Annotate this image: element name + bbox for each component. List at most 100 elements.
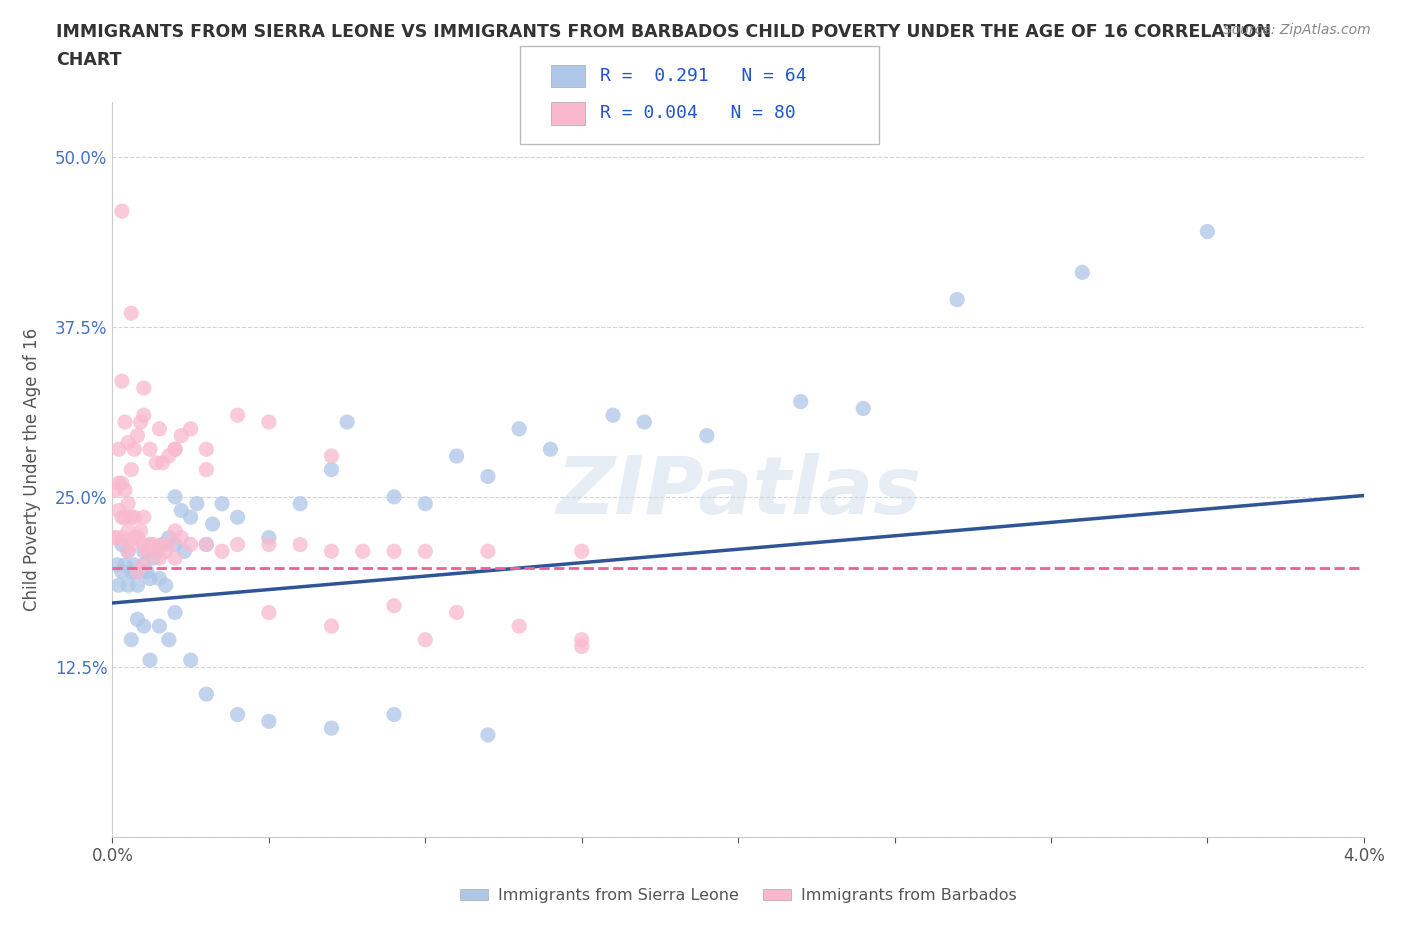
Point — [114, 483, 136, 498]
Point — [124, 557, 146, 572]
Point — [946, 292, 969, 307]
Point — [163, 537, 186, 551]
Point — [413, 497, 436, 512]
Point — [124, 565, 146, 579]
Point — [120, 510, 142, 525]
Point — [103, 530, 125, 545]
Point — [321, 462, 343, 477]
Point — [120, 632, 142, 647]
Point — [226, 407, 249, 422]
Point — [173, 544, 195, 559]
Point — [321, 448, 343, 463]
Point — [135, 565, 157, 579]
Point — [195, 462, 218, 477]
Point — [180, 653, 202, 668]
Point — [477, 544, 499, 559]
Point — [538, 442, 561, 457]
Point — [155, 578, 177, 592]
Point — [111, 510, 134, 525]
Point — [195, 442, 218, 457]
Text: IMMIGRANTS FROM SIERRA LEONE VS IMMIGRANTS FROM BARBADOS CHILD POVERTY UNDER THE: IMMIGRANTS FROM SIERRA LEONE VS IMMIGRAN… — [56, 23, 1271, 41]
Point — [195, 537, 218, 551]
Point — [163, 605, 186, 620]
Point — [257, 714, 280, 729]
Point — [852, 401, 875, 416]
Text: R =  0.291   N = 64: R = 0.291 N = 64 — [600, 67, 807, 86]
Point — [120, 565, 142, 579]
Legend: Immigrants from Sierra Leone, Immigrants from Barbados: Immigrants from Sierra Leone, Immigrants… — [453, 882, 1024, 910]
Point — [226, 510, 249, 525]
Point — [127, 578, 149, 592]
Point — [117, 524, 139, 538]
Point — [145, 544, 167, 559]
Point — [111, 565, 134, 579]
Point — [257, 605, 280, 620]
Point — [111, 530, 134, 545]
Point — [201, 517, 224, 532]
Point — [148, 421, 170, 436]
Point — [114, 557, 136, 572]
Point — [145, 456, 167, 471]
Point — [571, 639, 593, 654]
Point — [105, 557, 128, 572]
Point — [152, 537, 174, 551]
Point — [132, 537, 155, 551]
Point — [117, 544, 139, 559]
Point — [508, 618, 530, 633]
Point — [195, 686, 218, 701]
Point — [139, 442, 162, 457]
Point — [111, 476, 134, 491]
Point — [142, 551, 165, 565]
Point — [139, 571, 162, 586]
Point — [120, 537, 142, 551]
Point — [170, 428, 193, 443]
Point — [321, 721, 343, 736]
Y-axis label: Child Poverty Under the Age of 16: Child Poverty Under the Age of 16 — [22, 328, 41, 611]
Point — [257, 530, 280, 545]
Point — [290, 497, 312, 512]
Point — [226, 707, 249, 722]
Point — [446, 448, 468, 463]
Point — [132, 618, 155, 633]
Point — [446, 605, 468, 620]
Point — [139, 653, 162, 668]
Point — [105, 530, 128, 545]
Point — [163, 442, 186, 457]
Point — [139, 537, 162, 551]
Point — [211, 544, 233, 559]
Point — [571, 544, 593, 559]
Point — [602, 407, 624, 422]
Point — [571, 632, 593, 647]
Point — [257, 415, 280, 430]
Point — [180, 537, 202, 551]
Point — [104, 483, 127, 498]
Point — [120, 306, 142, 321]
Point — [382, 598, 405, 613]
Point — [107, 476, 129, 491]
Point — [321, 544, 343, 559]
Text: R = 0.004   N = 80: R = 0.004 N = 80 — [600, 104, 796, 123]
Point — [132, 510, 155, 525]
Point — [696, 428, 718, 443]
Text: Source: ZipAtlas.com: Source: ZipAtlas.com — [1223, 23, 1371, 37]
Point — [142, 537, 165, 551]
Point — [124, 510, 146, 525]
Point — [170, 530, 193, 545]
Point — [382, 489, 405, 504]
Point — [163, 442, 186, 457]
Point — [127, 565, 149, 579]
Point — [477, 727, 499, 742]
Point — [148, 551, 170, 565]
Point — [257, 537, 280, 551]
Point — [170, 503, 193, 518]
Point — [117, 435, 139, 450]
Point — [633, 415, 655, 430]
Text: ZIPatlas: ZIPatlas — [555, 453, 921, 531]
Point — [180, 421, 202, 436]
Point — [111, 204, 134, 219]
Point — [163, 551, 186, 565]
Point — [127, 530, 149, 545]
Point — [120, 462, 142, 477]
Point — [352, 544, 374, 559]
Text: CHART: CHART — [56, 51, 122, 69]
